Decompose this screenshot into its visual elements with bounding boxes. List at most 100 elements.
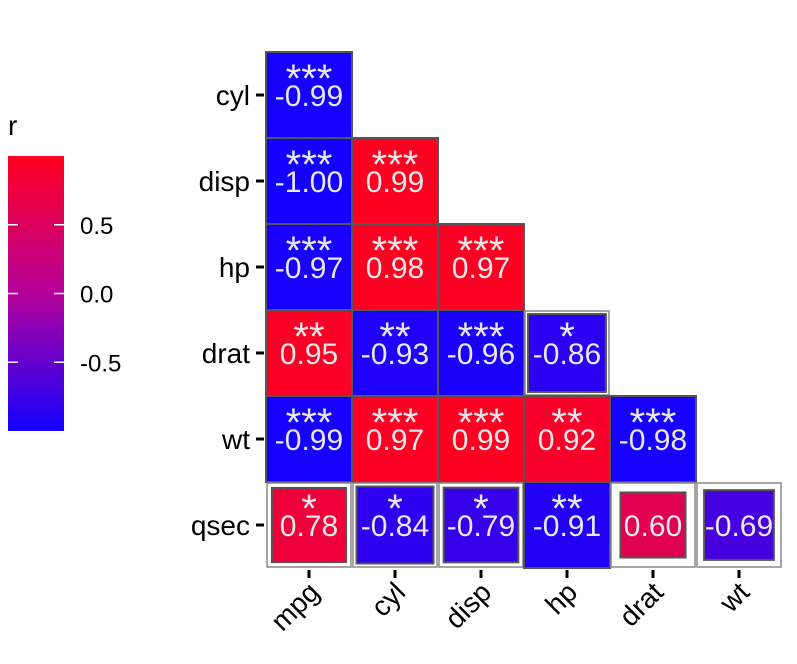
heatmap-cell: ***0.99 xyxy=(437,395,525,483)
legend-tick-label: 0.5 xyxy=(80,213,113,240)
cell-tile xyxy=(351,309,439,397)
y-axis: cyl disp hp drat wt qsec xyxy=(191,80,264,541)
x-tick-label: mpg xyxy=(265,576,325,636)
cell-value: -0.79 xyxy=(447,510,515,543)
legend-tick-label: 0.0 xyxy=(80,282,113,309)
y-tick-label: wt xyxy=(221,424,250,455)
heatmap-cell: *-0.86 xyxy=(524,310,610,396)
color-legend: r 0.5 0.0 -0.5 xyxy=(8,110,121,431)
cell-tile xyxy=(265,223,353,311)
y-tick-label: disp xyxy=(199,166,250,197)
x-tick-label: wt xyxy=(713,576,756,619)
heatmap-cell: **-0.93 xyxy=(351,309,439,397)
cell-significance-stars: *** xyxy=(286,401,333,445)
cell-tile xyxy=(265,309,353,397)
cell-tile xyxy=(270,486,348,564)
x-tick-label: drat xyxy=(613,576,669,632)
cell-significance-stars: *** xyxy=(286,143,333,187)
cell-tile xyxy=(619,491,687,559)
cell-frame xyxy=(266,482,352,568)
heatmap-cell: **0.95 xyxy=(265,309,353,397)
heatmap-cell: ***0.97 xyxy=(351,395,439,483)
cell-value: 0.95 xyxy=(280,338,338,371)
cell-tile xyxy=(351,395,439,483)
heatmap-cells: ***-0.99***-1.00 ***0.99***-0.97 ***0.98 **… xyxy=(265,51,782,569)
y-tick-label: cyl xyxy=(216,80,250,111)
cell-value: -0.99 xyxy=(275,424,343,457)
cell-significance-stars: *** xyxy=(458,315,505,359)
cell-frame xyxy=(352,482,438,568)
cell-tile xyxy=(527,313,607,393)
cell-value: 0.97 xyxy=(366,424,424,457)
cell-value: -0.93 xyxy=(361,338,429,371)
cell-tile xyxy=(442,486,520,564)
cell-tile xyxy=(351,223,439,311)
cell-tile xyxy=(265,137,353,225)
cell-significance-stars: *** xyxy=(458,229,505,273)
legend-title: r xyxy=(8,110,17,141)
cell-significance-stars: *** xyxy=(630,401,677,445)
y-tick-label: drat xyxy=(202,338,250,369)
heatmap-cell: ***-0.97 xyxy=(265,223,353,311)
cell-value: -0.97 xyxy=(275,252,343,285)
heatmap-cell: ***-0.96 xyxy=(437,309,525,397)
cell-value: 0.99 xyxy=(452,424,510,457)
cell-value: 0.92 xyxy=(538,424,596,457)
cell-tile xyxy=(609,395,697,483)
heatmap-cell: *-0.84 xyxy=(352,482,438,568)
cell-value: 0.97 xyxy=(452,252,510,285)
heatmap-cell: ***-0.99 xyxy=(265,51,353,139)
cell-significance-stars: *** xyxy=(372,401,419,445)
heatmap-cell: ***0.98 xyxy=(351,223,439,311)
cell-tile xyxy=(437,223,525,311)
cell-value: -0.99 xyxy=(275,80,343,113)
cell-significance-stars: * xyxy=(559,315,575,359)
cell-significance-stars: ** xyxy=(379,315,410,359)
cell-significance-stars: * xyxy=(473,487,489,531)
cell-significance-stars: *** xyxy=(286,229,333,273)
cell-value: -0.98 xyxy=(619,424,687,457)
heatmap-cell: 0.60 xyxy=(610,482,696,568)
cell-value: -0.96 xyxy=(447,338,515,371)
cell-frame xyxy=(696,482,782,568)
x-tick-label: cyl xyxy=(365,576,411,622)
cell-value: 0.99 xyxy=(366,166,424,199)
x-tick-label: disp xyxy=(439,576,497,634)
cell-value: 0.78 xyxy=(280,510,338,543)
heatmap-cell: **-0.91 xyxy=(523,481,611,569)
cell-tile xyxy=(351,137,439,225)
cell-significance-stars: ** xyxy=(551,401,582,445)
cell-significance-stars: * xyxy=(387,487,403,531)
cell-value: -0.91 xyxy=(533,510,601,543)
cell-significance-stars: *** xyxy=(372,229,419,273)
heatmap-cell: -0.69 xyxy=(696,482,782,568)
heatmap-cell: ***0.97 xyxy=(437,223,525,311)
heatmap-cell: ***0.99 xyxy=(351,137,439,225)
cell-significance-stars: *** xyxy=(372,143,419,187)
cell-value: -0.86 xyxy=(533,338,601,371)
heatmap-cell: ***-0.98 xyxy=(609,395,697,483)
cell-tile xyxy=(437,309,525,397)
heatmap-cell: ***-0.99 xyxy=(265,395,353,483)
cell-frame xyxy=(610,482,696,568)
x-axis: mpg cyl disp hp drat wt xyxy=(265,570,756,637)
cell-significance-stars: ** xyxy=(551,487,582,531)
cell-value: -0.84 xyxy=(361,510,429,543)
cell-tile xyxy=(523,481,611,569)
cell-value: -1.00 xyxy=(275,166,343,199)
heatmap-cell: *-0.79 xyxy=(438,482,524,568)
cell-value: 0.98 xyxy=(366,252,424,285)
heatmap-cell: **0.92 xyxy=(523,395,611,483)
cell-significance-stars: *** xyxy=(286,57,333,101)
legend-tick-label: -0.5 xyxy=(80,350,121,377)
cell-value: 0.60 xyxy=(624,510,682,543)
cell-significance-stars: * xyxy=(301,487,317,531)
heatmap-cell: ***-1.00 xyxy=(265,137,353,225)
cell-tile xyxy=(703,489,775,561)
cell-tile xyxy=(265,51,353,139)
cell-value: -0.69 xyxy=(705,510,773,543)
cell-significance-stars: *** xyxy=(458,401,505,445)
y-tick-label: hp xyxy=(219,252,250,283)
cell-tile xyxy=(355,485,435,565)
